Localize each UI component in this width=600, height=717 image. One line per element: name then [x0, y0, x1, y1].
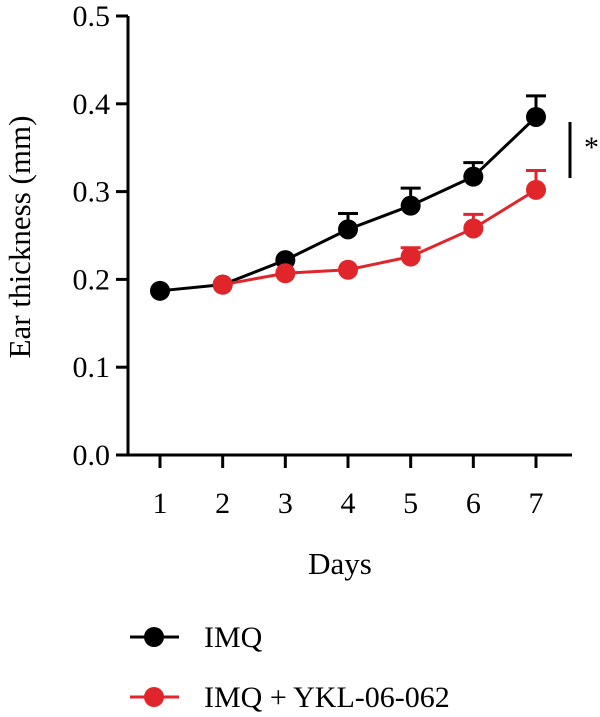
data-point: [463, 166, 484, 187]
x-tick-label: 1: [153, 487, 168, 520]
data-point: [463, 218, 484, 239]
data-point: [212, 274, 233, 295]
legend-label-imq: IMQ: [204, 621, 263, 654]
legend: IMQ IMQ + YKL-06-062: [130, 621, 450, 714]
y-tick-label: 0.2: [73, 263, 111, 296]
legend-label-imq-ykl: IMQ + YKL-06-062: [204, 681, 450, 714]
significance-star: *: [584, 131, 599, 164]
x-tick-label: 4: [341, 487, 356, 520]
significance-bracket: *: [568, 122, 599, 178]
x-tick-label: 7: [529, 487, 544, 520]
y-tick-label: 0.0: [73, 439, 111, 472]
data-point: [338, 219, 358, 240]
data-point: [338, 259, 358, 280]
legend-item-imq: IMQ: [130, 621, 263, 654]
y-axis-title: Ear thickness (mm): [2, 116, 37, 359]
y-tick-label: 0.5: [73, 0, 111, 33]
y-tick-label: 0.4: [73, 88, 111, 121]
data-point: [275, 263, 296, 284]
legend-item-imq-ykl: IMQ + YKL-06-062: [130, 681, 450, 714]
y-tick-label: 0.3: [73, 176, 111, 209]
data-point: [400, 246, 421, 267]
x-tick-label: 6: [466, 487, 481, 520]
series-line: [222, 188, 537, 287]
x-tick-label: 2: [215, 487, 230, 520]
y-tick-label: 0.1: [73, 351, 111, 384]
data-point: [526, 106, 546, 127]
data-point: [150, 280, 170, 301]
x-tick-label: 5: [403, 487, 418, 520]
x-axis-title: Days: [308, 546, 372, 581]
x-axis: 1 2 3 4 5 6 7: [128, 453, 572, 520]
series-layer: [150, 94, 546, 301]
x-tick-label: 3: [278, 487, 293, 520]
y-axis: 0.0 0.1 0.2 0.3 0.4 0.5: [73, 0, 130, 472]
data-point: [400, 195, 421, 216]
series-1: [212, 169, 546, 295]
legend-marker-imq: [144, 627, 164, 647]
legend-marker-imq-ykl: [144, 687, 164, 707]
data-point: [526, 179, 546, 200]
